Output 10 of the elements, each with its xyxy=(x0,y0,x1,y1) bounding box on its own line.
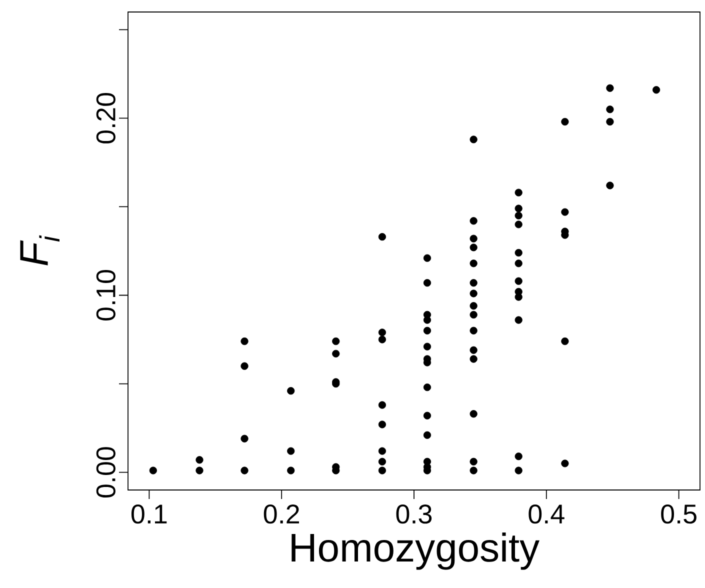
y-tick-label: 0.00 xyxy=(96,447,116,498)
x-tick-label: 0.4 xyxy=(528,504,564,524)
x-tick-label: 0.5 xyxy=(661,504,696,524)
y-tick-label: 0.10 xyxy=(96,270,116,320)
x-tick-label: 0.2 xyxy=(264,504,300,524)
y-axis-title: F$_{i}$ xyxy=(20,235,60,266)
x-tick-label: 0.3 xyxy=(396,504,432,524)
x-tick-label: 0.1 xyxy=(131,504,167,524)
x-axis-title: Homozygosity xyxy=(292,532,540,570)
y-tick-label: 0.20 xyxy=(96,93,116,144)
